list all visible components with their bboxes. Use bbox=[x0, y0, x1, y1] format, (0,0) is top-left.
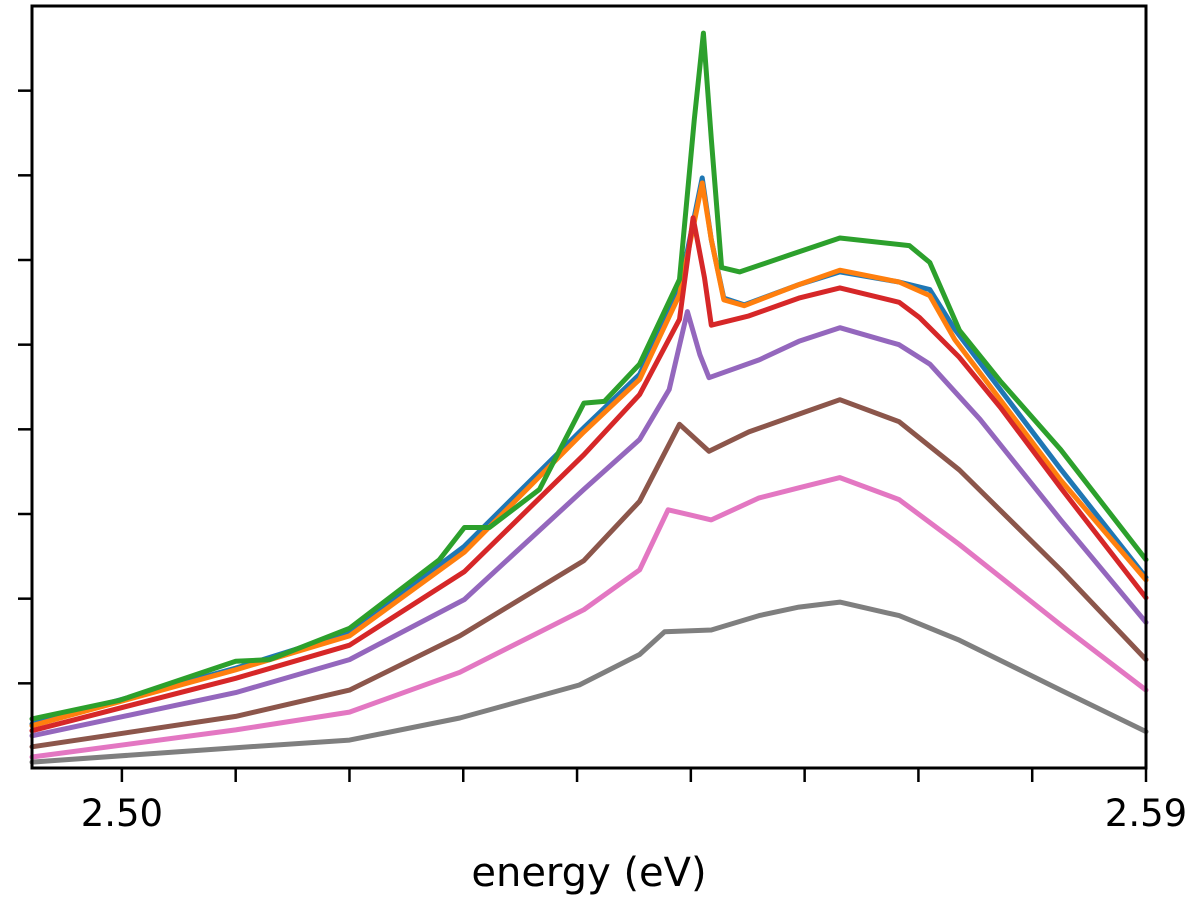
series-purple-line bbox=[29, 309, 1149, 739]
y-axis-ticks bbox=[18, 89, 32, 685]
series-pink-line bbox=[29, 475, 1149, 760]
series-green-line bbox=[29, 30, 1149, 722]
x-axis-ticks: 2.50 2.59 bbox=[81, 768, 1187, 835]
series-layer bbox=[29, 30, 1149, 765]
series-orange-line bbox=[29, 180, 1149, 729]
x-tick-label: 2.59 bbox=[1105, 792, 1187, 835]
series-red-line bbox=[29, 215, 1149, 734]
series-brown-line bbox=[29, 397, 1149, 750]
x-axis-label: energy (eV) bbox=[471, 850, 706, 896]
plot-frame bbox=[30, 4, 1148, 770]
series-gray-line bbox=[29, 599, 1149, 765]
x-tick-label: 2.50 bbox=[81, 792, 163, 835]
